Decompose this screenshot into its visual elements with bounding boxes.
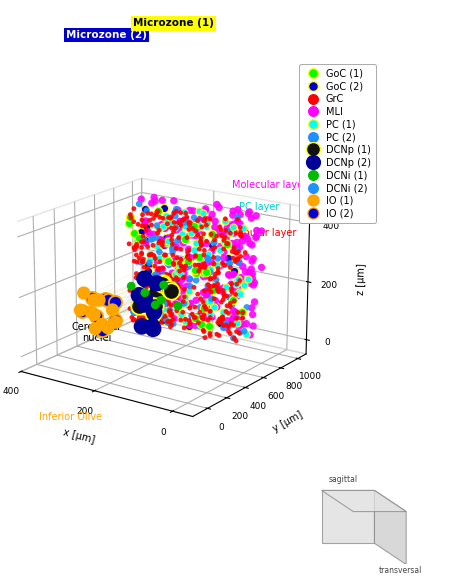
Polygon shape (321, 490, 374, 543)
Text: Inferior Olive: Inferior Olive (39, 412, 102, 422)
X-axis label: x [μm]: x [μm] (62, 427, 95, 445)
Y-axis label: y [μm]: y [μm] (271, 410, 304, 435)
Legend: GoC (1), GoC (2), GrC, MLI, PC (1), PC (2), DCNp (1), DCNp (2), DCNi (1), DCNi (: GoC (1), GoC (2), GrC, MLI, PC (1), PC (… (299, 64, 376, 223)
Text: transversal: transversal (379, 566, 423, 575)
Text: Granular layer: Granular layer (226, 228, 296, 238)
Polygon shape (374, 490, 406, 564)
Text: Cerebellar
nuclei: Cerebellar nuclei (72, 322, 122, 343)
Text: Molecular layer: Molecular layer (232, 180, 307, 190)
Text: Microzone (2): Microzone (2) (66, 30, 147, 40)
Text: Microzone (1): Microzone (1) (133, 18, 214, 28)
Text: sagittal: sagittal (328, 475, 357, 484)
Polygon shape (321, 490, 406, 512)
Text: PC layer: PC layer (238, 202, 279, 212)
